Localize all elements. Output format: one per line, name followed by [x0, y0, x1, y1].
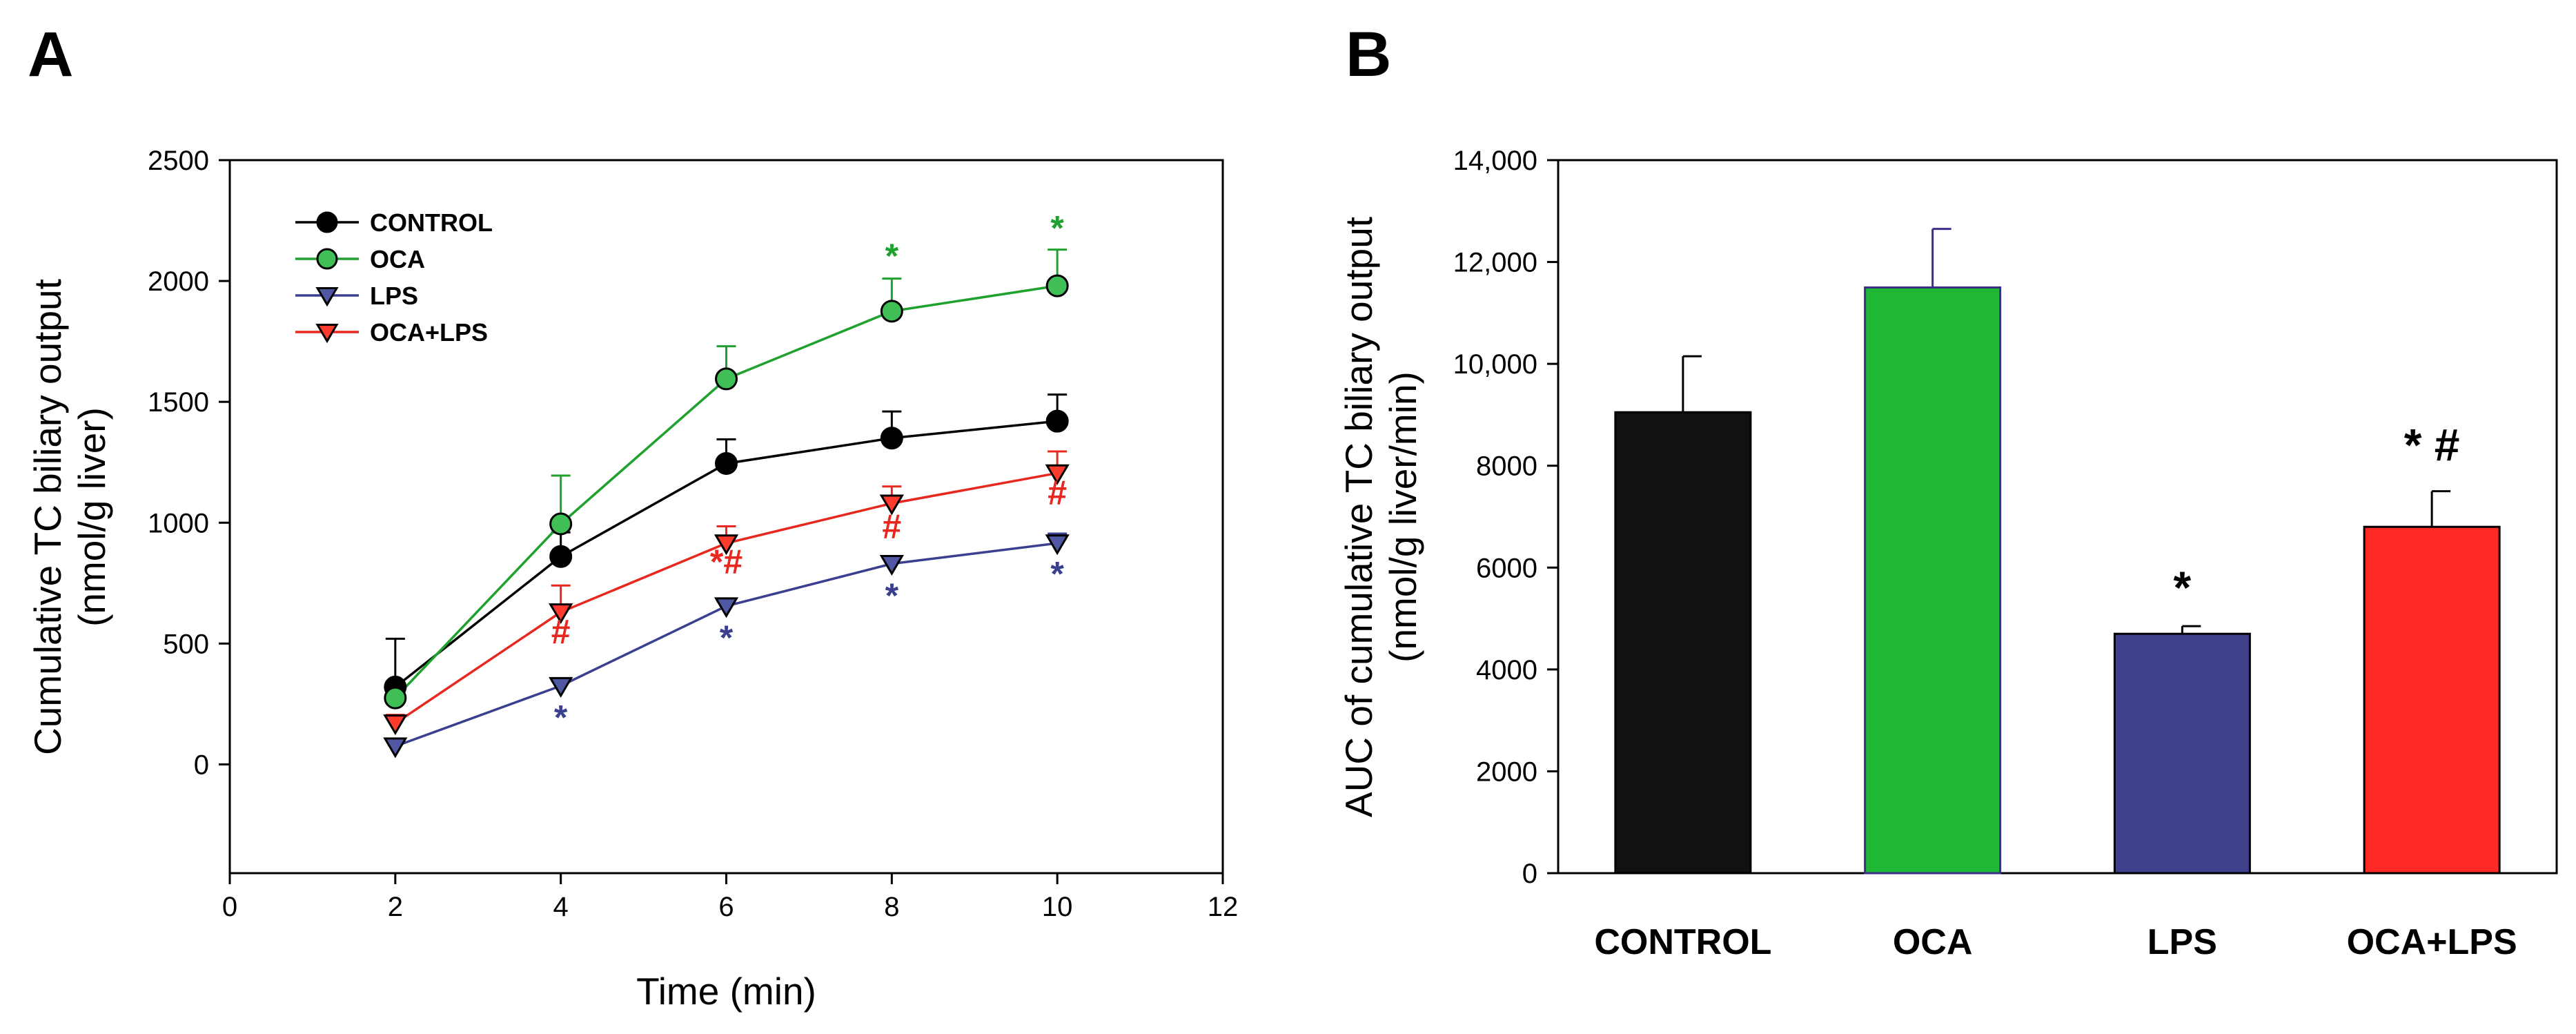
- significance-mark: *: [720, 618, 734, 657]
- panel-b-axes: [1557, 159, 2558, 875]
- panel-b-ticks: 0 2000 4000 6000 8000 10,000 12,000 14,000: [1453, 146, 1558, 889]
- category-label-lps: LPS: [2147, 922, 2217, 962]
- significance-mark: *: [2174, 562, 2192, 613]
- x-tick-label: 2: [388, 892, 403, 922]
- y-tick-label: 1500: [148, 387, 209, 418]
- significance-mark: #: [551, 612, 571, 651]
- x-tick-label: 10: [1042, 892, 1073, 922]
- legend-label-lps: LPS: [370, 282, 418, 310]
- x-tick-label: 6: [718, 892, 734, 922]
- y-tick-label: 4000: [1476, 655, 1537, 685]
- panel-b-error-bars: [1682, 228, 2451, 634]
- legend-label-control: CONTROL: [370, 208, 493, 237]
- y-tick-label: 0: [194, 750, 209, 780]
- y-tick-label: 0: [1522, 859, 1537, 889]
- bar-lps: [2113, 632, 2251, 875]
- significance-mark: #: [1048, 474, 1067, 512]
- data-point-oca+lps: [714, 534, 739, 556]
- data-point-oca: [715, 367, 738, 391]
- significance-mark: *#: [710, 543, 743, 581]
- data-point-lps: [714, 597, 739, 618]
- y-tick-label: 8000: [1476, 451, 1537, 482]
- y-tick-label: 2000: [148, 266, 209, 297]
- y-tick-label: 6000: [1476, 553, 1537, 583]
- data-point-control: [715, 451, 738, 475]
- panel-letter-a: A: [28, 19, 73, 90]
- y-tick-label: 2500: [148, 146, 209, 176]
- data-point-oca+lps: [879, 494, 904, 516]
- panel-b-plot-frame: [1557, 159, 2558, 875]
- data-point-oca: [384, 686, 407, 710]
- y-axis-title-line-1: AUC of cumulative TC biliary output: [1337, 217, 1380, 817]
- data-point-lps: [383, 737, 408, 759]
- significance-mark: *: [885, 237, 899, 275]
- significance-mark: *: [554, 699, 568, 737]
- y-tick-label: 10,000: [1453, 349, 1537, 380]
- significance-mark: *: [1050, 209, 1064, 248]
- panel-b-bars: [1614, 286, 2501, 875]
- data-point-oca+lps: [383, 714, 408, 736]
- legend-marker-control: [316, 211, 338, 233]
- y-tick-label: 2000: [1476, 757, 1537, 787]
- panel-a-legend: CONTROL OCA LPS OCA+LPS: [295, 208, 493, 347]
- significance-mark: *: [885, 576, 899, 615]
- bar-control: [1614, 411, 1752, 875]
- x-tick-label: 4: [553, 892, 569, 922]
- panel-a-markers: [383, 274, 1070, 759]
- y-tick-label: 14,000: [1453, 146, 1537, 176]
- data-point-control: [1045, 409, 1069, 433]
- data-point-oca: [880, 300, 903, 323]
- panel-a-ticks: 0 2 4 6 8 10 12 0 500 1000 1500 2000 2500: [148, 146, 1238, 922]
- category-label-control: CONTROL: [1594, 922, 1771, 962]
- panel-letter-b: B: [1346, 19, 1391, 90]
- legend-label-oca+lps: OCA+LPS: [370, 318, 488, 347]
- data-point-control: [549, 545, 573, 568]
- panel-a-annotations: **#*###****: [551, 209, 1067, 737]
- significance-mark: * #: [2404, 419, 2460, 470]
- legend-marker-lps: [315, 287, 339, 307]
- panel-b-axis-titles: AUC of cumulative TC biliary output (nmol…: [1337, 217, 1424, 817]
- category-label-oca: OCA: [1893, 922, 1973, 962]
- x-tick-label: 0: [222, 892, 237, 922]
- legend-marker-oca: [316, 248, 338, 270]
- y-tick-label: 500: [163, 629, 209, 659]
- y-axis-title-line-2: (nmol/g liver/min): [1382, 371, 1424, 663]
- y-axis-title-line-2: (nmol/g liver): [70, 407, 113, 627]
- data-point-oca+lps: [1045, 464, 1070, 485]
- panel-b-category-labels: CONTROL OCA LPS OCA+LPS: [1594, 922, 2517, 962]
- legend-marker-oca+lps: [315, 324, 339, 344]
- data-point-lps: [1045, 534, 1070, 556]
- x-tick-label: 12: [1208, 892, 1239, 922]
- significance-mark: *: [1050, 554, 1064, 593]
- data-point-oca: [549, 512, 573, 536]
- data-point-lps: [549, 676, 573, 698]
- y-axis-title-line-1: Cumulative TC biliary output: [26, 279, 69, 755]
- bar-oca: [1864, 286, 2002, 875]
- data-point-control: [880, 427, 903, 450]
- category-label-oca+lps: OCA+LPS: [2347, 922, 2517, 962]
- y-tick-label: 1000: [148, 508, 209, 538]
- legend-label-oca: OCA: [370, 245, 425, 273]
- panel-a-axis-titles: Time (min) Cumulative TC biliary output (n…: [26, 279, 816, 1013]
- panel-b-annotations: * * #: [2174, 419, 2460, 613]
- x-axis-title: Time (min): [636, 970, 816, 1013]
- data-point-lps: [879, 555, 904, 576]
- data-point-oca+lps: [549, 603, 573, 625]
- data-point-oca: [1045, 274, 1069, 297]
- x-tick-label: 8: [884, 892, 899, 922]
- y-tick-label: 12,000: [1453, 248, 1537, 278]
- significance-mark: #: [882, 507, 901, 546]
- bar-oca+lps: [2363, 525, 2501, 875]
